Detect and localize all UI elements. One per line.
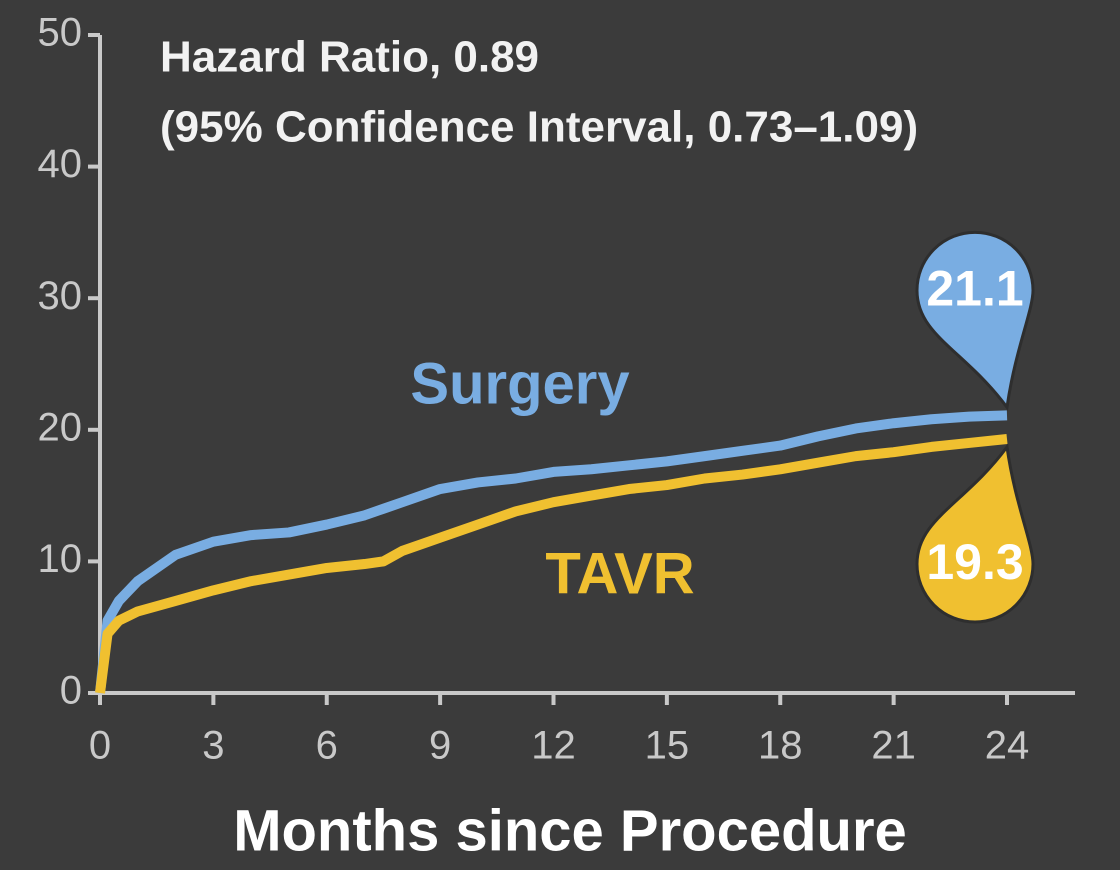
annotation: (95% Confidence Interval, 0.73–1.09): [160, 103, 918, 152]
x-tick-label: 9: [429, 724, 451, 768]
x-tick-label: 3: [202, 724, 224, 768]
value-bubble: [915, 443, 1035, 624]
y-tick-label: 40: [38, 142, 83, 186]
y-tick-label: 50: [38, 11, 83, 55]
x-tick-label: 0: [89, 724, 111, 768]
x-tick-label: 12: [531, 724, 576, 768]
annotation: Hazard Ratio, 0.89: [160, 33, 539, 82]
y-tick-label: 10: [38, 537, 83, 581]
y-tick-label: 20: [38, 405, 83, 449]
y-tick-label: 30: [38, 274, 83, 318]
x-tick-label: 18: [758, 724, 803, 768]
data-label: 19.3: [926, 534, 1023, 590]
value-bubble: [915, 230, 1035, 412]
x-tick-label: 15: [645, 724, 690, 768]
y-tick-label: 0: [60, 669, 82, 713]
series-line: [95, 434, 1008, 694]
series-label: Surgery: [410, 351, 629, 416]
series-label: TAVR: [545, 541, 694, 606]
x-tick-label: 6: [316, 724, 338, 768]
x-tick-label: 24: [985, 724, 1030, 768]
x-axis-label: Months since Procedure: [233, 798, 907, 863]
series-line: [95, 410, 1008, 694]
data-label: 21.1: [926, 261, 1023, 317]
x-tick-label: 21: [871, 724, 916, 768]
